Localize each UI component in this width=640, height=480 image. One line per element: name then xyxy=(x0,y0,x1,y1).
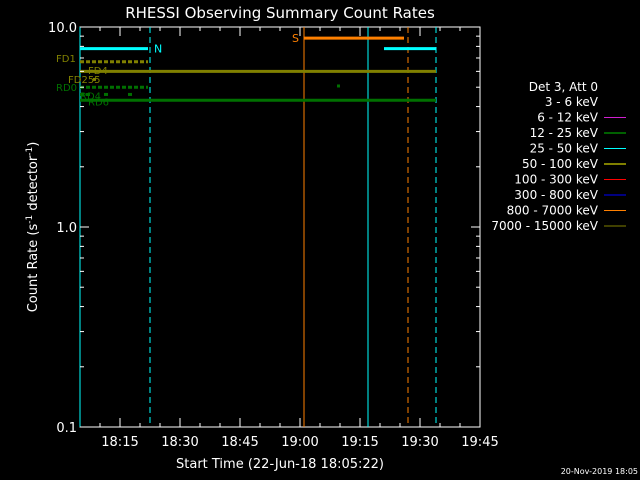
x-tick-label: 19:00 xyxy=(281,435,318,450)
legend-entry-label: 300 - 800 keV xyxy=(514,188,598,202)
y-tick-label: 1.0 xyxy=(56,221,77,236)
legend-entry-label: 100 - 300 keV xyxy=(514,173,598,187)
legend-entry-label: 7000 - 15000 keV xyxy=(491,219,598,233)
legend-entry-label: 6 - 12 keV xyxy=(537,111,599,125)
y-tick-label: 0.1 xyxy=(56,421,77,436)
legend-entry-label: 800 - 7000 keV xyxy=(507,204,599,218)
flag-marker xyxy=(337,84,340,88)
x-axis-label: Start Time (22-Jun-18 18:05:22) xyxy=(176,457,384,472)
x-axis: 18:15 18:30 18:45 19:00 19:15 19:30 19:45 xyxy=(99,27,499,450)
x-tick-label: 18:15 xyxy=(101,435,138,450)
legend-entry-label: 25 - 50 keV xyxy=(530,142,599,156)
flag-lines: NS xyxy=(80,32,436,102)
flag-text-label: FD1 xyxy=(56,54,76,65)
flag-text-label: FD255 xyxy=(68,75,101,86)
y-tick-label: 10.0 xyxy=(48,21,77,36)
legend-entry-label: 50 - 100 keV xyxy=(522,157,599,171)
footer-timestamp: 20-Nov-2019 18:05 xyxy=(561,467,638,476)
legend-title: Det 3, Att 0 xyxy=(529,80,598,94)
legend-entry-label: 12 - 25 keV xyxy=(530,126,599,140)
x-tick-label: 19:45 xyxy=(461,435,498,450)
y-axis: 0.1 1.0 10.0 xyxy=(48,21,480,436)
y-axis-label: Count Rate (s-1 detector-1) xyxy=(25,142,41,313)
flag-label-s: S xyxy=(292,32,299,45)
flag-marker xyxy=(93,77,96,81)
flag-text-label: RD6 xyxy=(88,97,109,108)
flag-label-n: N xyxy=(154,43,162,56)
x-tick-label: 18:45 xyxy=(221,435,258,450)
legend-entry-label: 3 - 6 keV xyxy=(545,95,599,109)
x-tick-label: 19:30 xyxy=(401,435,438,450)
x-tick-label: 18:30 xyxy=(161,435,198,450)
x-tick-label: 19:15 xyxy=(341,435,378,450)
flag-text-label: RD4 xyxy=(80,91,101,102)
chart-title: RHESSI Observing Summary Count Rates xyxy=(125,4,435,22)
flag-text-label: FD4 xyxy=(88,66,108,77)
flag-text-label: RD0 xyxy=(56,83,77,94)
